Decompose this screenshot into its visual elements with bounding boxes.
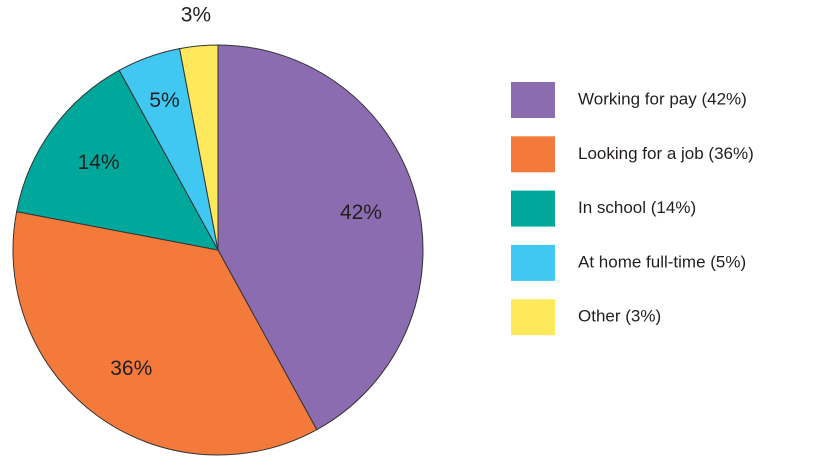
slice-label: 42% [340,201,382,224]
legend-swatch [511,244,555,281]
pie-slice [179,44,219,251]
legend-label: Looking for a job (36%) [578,144,754,163]
slice-label: 36% [110,357,152,380]
pie-slice [217,44,424,431]
slice-label: 3% [181,4,211,27]
legend-label: At home full-time (5%) [578,252,746,271]
pie-slice [12,211,318,456]
slice-label: 5% [149,89,179,112]
pie-slice [16,69,219,251]
legend-swatch [511,190,555,227]
slice-label: 14% [78,151,120,174]
legend-swatch [511,82,555,118]
legend-label: In school (14%) [578,198,696,217]
legend-swatch [511,299,555,336]
legend-label: Working for pay (42%) [578,89,747,108]
legend-swatch [511,136,555,173]
legend-label: Other (3%) [578,307,661,326]
